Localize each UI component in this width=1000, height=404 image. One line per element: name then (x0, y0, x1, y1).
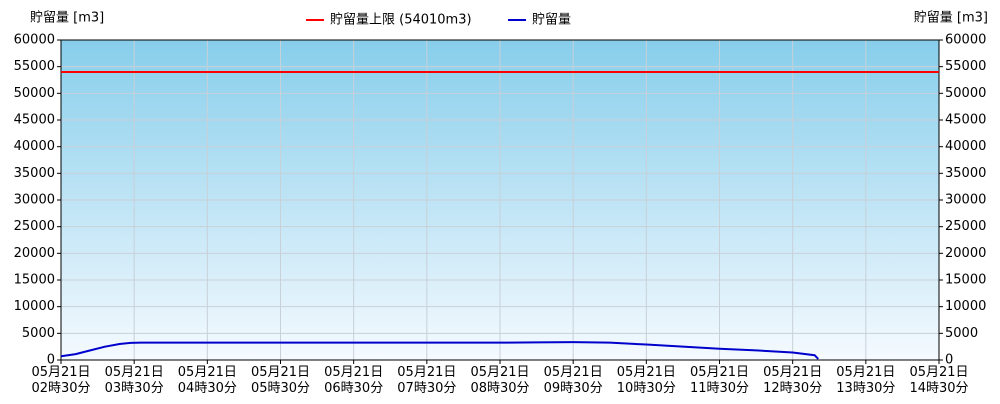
y-tick-label: 60000 (14, 33, 55, 48)
y-tick-label: 40000 (14, 139, 55, 154)
x-tick-label: 05月21日 11時30分 (690, 365, 749, 396)
x-tick-label: 05月21日 12時30分 (763, 365, 822, 396)
y-tick-label: 25000 (14, 219, 55, 234)
x-tick-label: 05月21日 03時30分 (105, 365, 164, 396)
x-tick-label: 05月21日 02時30分 (31, 365, 90, 396)
y2-tick-label: 35000 (945, 166, 986, 181)
y-tick-label: 15000 (14, 273, 55, 288)
y2-axis-title: 貯留量 [m3] (914, 11, 988, 26)
x-tick-label: 05月21日 09時30分 (544, 365, 603, 396)
y-tick-label: 45000 (14, 113, 55, 128)
x-tick-label: 05月21日 14時30分 (909, 365, 968, 396)
series-line (60, 341, 819, 360)
y2-tick-label: 5000 (945, 326, 978, 341)
y2-tick-label: 40000 (945, 139, 986, 154)
y-tick-label: 10000 (14, 299, 55, 314)
plot-border (60, 39, 940, 361)
x-tick-label: 05月21日 07時30分 (397, 365, 456, 396)
y2-tick-label: 10000 (945, 299, 986, 314)
y2-tick-label: 55000 (945, 59, 986, 74)
y2-tick-label: 60000 (945, 33, 986, 48)
y-tick-label: 5000 (22, 326, 55, 341)
y2-tick-label: 50000 (945, 86, 986, 101)
x-tick-label: 05月21日 05時30分 (251, 365, 310, 396)
y-axis-title: 貯留量 [m3] (30, 11, 104, 26)
y2-tick-label: 0 (945, 353, 953, 368)
y-tick-label: 0 (47, 353, 55, 368)
x-tick-label: 05月21日 13時30分 (836, 365, 895, 396)
y2-tick-label: 15000 (945, 273, 986, 288)
x-tick-label: 05月21日 04時30分 (178, 365, 237, 396)
y2-tick-label: 45000 (945, 113, 986, 128)
y-tick-label: 35000 (14, 166, 55, 181)
legend-label: 貯留量上限 (54010m3) (330, 13, 472, 28)
legend-label: 貯留量 (532, 13, 571, 28)
y-tick-label: 20000 (14, 246, 55, 261)
x-tick-label: 05月21日 10時30分 (617, 365, 676, 396)
y2-tick-label: 30000 (945, 193, 986, 208)
y-tick-label: 50000 (14, 86, 55, 101)
x-tick-label: 05月21日 06時30分 (324, 365, 383, 396)
y-tick-label: 55000 (14, 59, 55, 74)
x-tick-label: 05月21日 08時30分 (470, 365, 529, 396)
y-tick-label: 30000 (14, 193, 55, 208)
y2-tick-label: 20000 (945, 246, 986, 261)
y2-tick-label: 25000 (945, 219, 986, 234)
